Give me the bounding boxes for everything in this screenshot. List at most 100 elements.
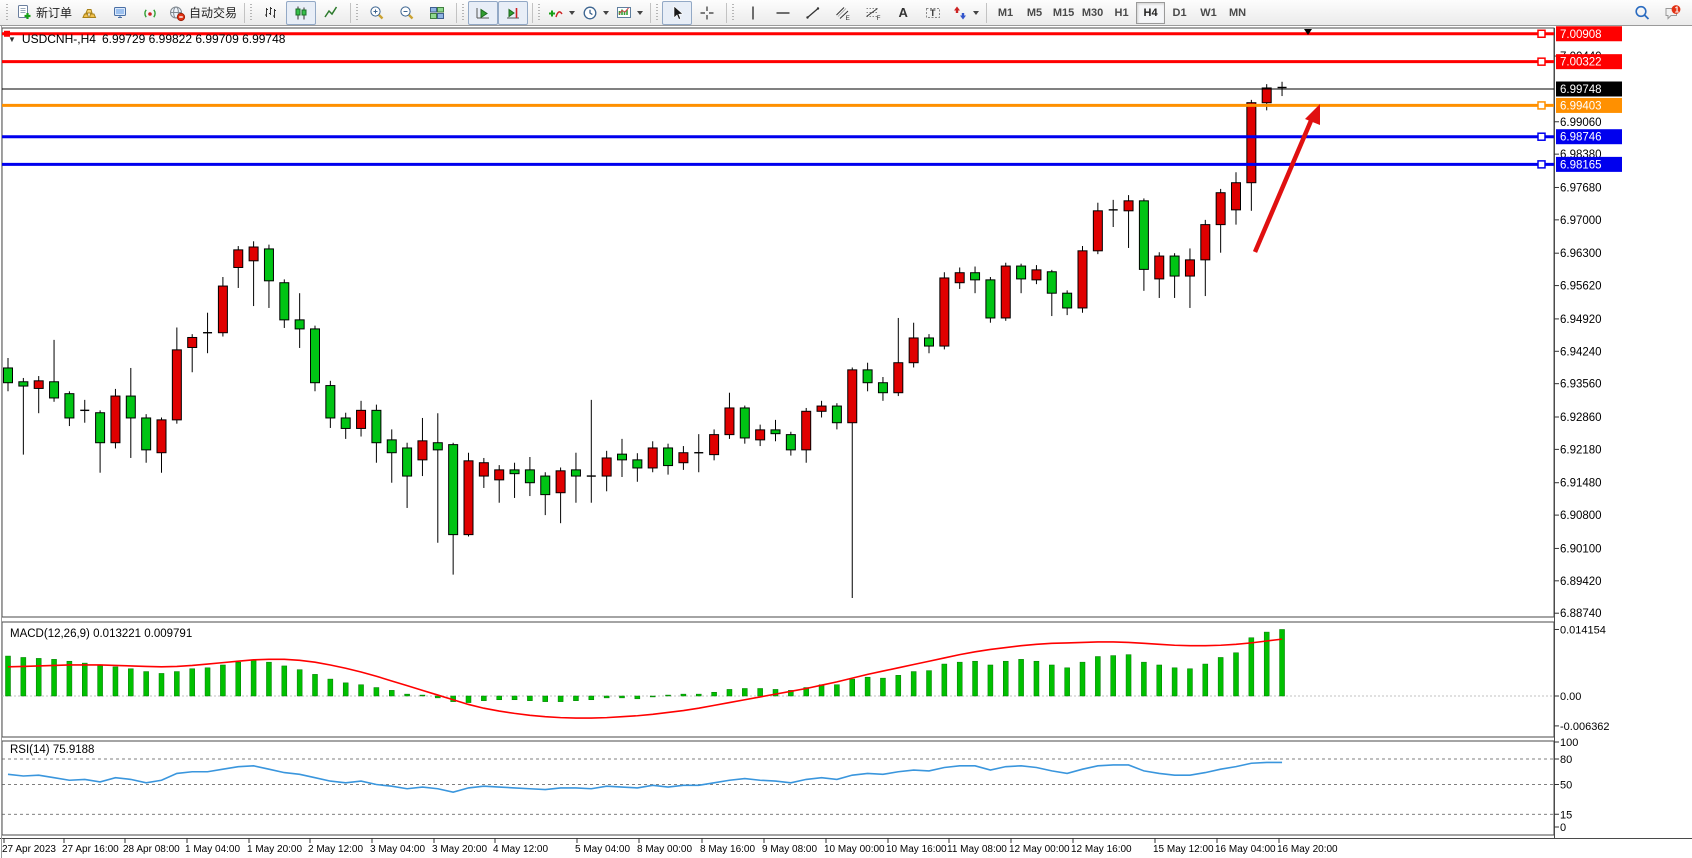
candle-body bbox=[294, 319, 305, 330]
periods-icon bbox=[581, 4, 599, 22]
timeframe-button-d1[interactable]: D1 bbox=[1172, 6, 1187, 19]
macd-histogram-bar bbox=[389, 690, 395, 697]
toolbar-button-zoom-in[interactable] bbox=[362, 1, 392, 25]
toolbar-button-auto-scroll[interactable] bbox=[468, 0, 499, 25]
toolbar-button-signal[interactable] bbox=[135, 1, 165, 25]
candle-body bbox=[1092, 210, 1103, 252]
line-handle-left[interactable] bbox=[4, 30, 10, 37]
candle-body bbox=[310, 328, 320, 384]
timeframe-button-h1[interactable]: H1 bbox=[1114, 6, 1129, 19]
timeframe-button-m30[interactable]: M30 bbox=[1081, 6, 1104, 19]
toolbar-separator bbox=[986, 2, 988, 23]
chart-canvas[interactable]: 7.004406.990606.983806.976806.970006.963… bbox=[0, 26, 1692, 858]
line-handle[interactable] bbox=[1537, 160, 1546, 169]
toolbar-button-tile-windows[interactable] bbox=[422, 1, 452, 25]
candle-body bbox=[1200, 224, 1211, 261]
toolbar-button-search[interactable] bbox=[1627, 1, 1657, 25]
toolbar-button-gold[interactable] bbox=[75, 1, 105, 25]
timeframe-button-mn[interactable]: MN bbox=[1228, 6, 1247, 19]
macd-histogram-bar bbox=[1202, 663, 1209, 697]
toolbar-button-templates[interactable] bbox=[612, 1, 646, 25]
candle-body bbox=[1246, 102, 1257, 184]
toolbar-grip bbox=[656, 3, 659, 22]
macd-histogram-bar bbox=[281, 665, 288, 697]
price-tick-label: 6.93560 bbox=[1560, 379, 1602, 391]
toolbar-separator bbox=[350, 2, 352, 23]
timeframe-button-m5[interactable]: M5 bbox=[1026, 6, 1043, 19]
svg-text:T: T bbox=[930, 8, 936, 18]
macd-histogram-bar bbox=[772, 689, 779, 697]
timeframe-button-h4[interactable]: H4 bbox=[1136, 1, 1166, 24]
rsi-axis-label: 0 bbox=[1560, 822, 1566, 834]
rsi-axis-label: 15 bbox=[1560, 809, 1572, 821]
toolbar-button-history-center[interactable] bbox=[105, 1, 135, 25]
chevron-down-icon[interactable] bbox=[603, 10, 610, 15]
macd-histogram-bar bbox=[680, 693, 687, 697]
notifications-icon: 1 bbox=[1663, 4, 1681, 22]
timeframe-button-m1[interactable]: M1 bbox=[997, 6, 1014, 19]
candle-body bbox=[1169, 255, 1180, 277]
timeframe-button-w1[interactable]: W1 bbox=[1200, 6, 1217, 19]
timeframe-button-m15[interactable]: M15 bbox=[1052, 6, 1075, 19]
candle-body bbox=[1077, 250, 1088, 309]
toolbar-button-chart-shift[interactable] bbox=[498, 0, 529, 25]
candle-body bbox=[478, 462, 489, 477]
macd-histogram-bar bbox=[220, 664, 226, 697]
toolbar-button-candlestick-mode[interactable] bbox=[286, 0, 317, 25]
toolbar-button-bar-chart-mode[interactable] bbox=[256, 1, 286, 25]
macd-histogram-bar bbox=[849, 678, 855, 697]
tile-windows-icon bbox=[428, 4, 446, 22]
toolbar-button-indicators[interactable] bbox=[544, 1, 578, 25]
macd-histogram-bar bbox=[82, 662, 88, 697]
toolbar-button-zoom-out[interactable] bbox=[392, 1, 422, 25]
macd-histogram-bar bbox=[880, 677, 886, 697]
toolbar-button-line-chart-mode[interactable] bbox=[316, 1, 346, 25]
line-handle[interactable] bbox=[1537, 57, 1546, 66]
price-tick-label: 6.90100 bbox=[1560, 543, 1602, 555]
macd-values: 0.013221 0.009791 bbox=[93, 628, 193, 640]
toolbar: 新订单 自动交易 E F A T M1 M5 M15 M30 H1 H4 D1 W1 MN 1 bbox=[0, 0, 1692, 26]
vertical-line-icon bbox=[744, 4, 762, 22]
toolbar-button-vertical-line[interactable] bbox=[738, 1, 768, 25]
toolbar-button-fibonacci[interactable]: F bbox=[858, 1, 888, 25]
time-axis-label: 1 May 20:00 bbox=[247, 844, 302, 855]
toolbar-button-arrows[interactable] bbox=[948, 1, 982, 25]
toolbar-button-new-order[interactable]: 新订单 bbox=[12, 1, 75, 25]
macd-indicator-label: MACD(12,26,9) 0.013221 0.009791 bbox=[10, 628, 192, 640]
chevron-down-icon[interactable] bbox=[637, 10, 644, 15]
price-tick-label: 6.94240 bbox=[1560, 346, 1602, 358]
toolbar-button-text-label[interactable]: T bbox=[918, 1, 948, 25]
time-axis-label: 8 May 16:00 bbox=[700, 844, 755, 855]
time-axis-label: 8 May 00:00 bbox=[637, 844, 692, 855]
line-handle[interactable] bbox=[1537, 101, 1546, 110]
toolbar-button-trendline[interactable] bbox=[798, 1, 828, 25]
macd-histogram-bar bbox=[619, 695, 625, 699]
horizontal-line-icon bbox=[774, 4, 792, 22]
candle-body bbox=[1138, 200, 1149, 270]
toolbar-button-text[interactable]: A bbox=[888, 1, 918, 25]
toolbar-button-cursor[interactable] bbox=[662, 0, 693, 25]
chevron-down-icon[interactable] bbox=[569, 10, 576, 15]
price-badge-6.98746 bbox=[1556, 129, 1622, 145]
candle-body bbox=[755, 429, 766, 441]
macd-histogram-bar bbox=[649, 695, 656, 698]
trend-arrow-annotation[interactable] bbox=[1252, 115, 1316, 253]
macd-histogram-bar bbox=[296, 669, 303, 697]
toolbar-button-horizontal-line[interactable] bbox=[768, 1, 798, 25]
toolbar-button-periods[interactable] bbox=[578, 1, 612, 25]
toolbar-button-crosshair[interactable] bbox=[692, 1, 722, 25]
macd-panel bbox=[1, 621, 1555, 738]
line-handle[interactable] bbox=[1537, 29, 1546, 39]
toolbar-button-equidistant-channel[interactable]: E bbox=[828, 1, 858, 25]
macd-histogram-bar bbox=[1049, 664, 1055, 697]
line-handle[interactable] bbox=[1537, 132, 1546, 141]
macd-histogram-bar bbox=[527, 695, 533, 701]
ohlc-values: 6.99729 6.99822 6.99709 6.99748 bbox=[101, 32, 286, 46]
macd-histogram-bar bbox=[926, 670, 932, 697]
toolbar-button-auto-trading[interactable]: 自动交易 bbox=[165, 1, 240, 25]
macd-histogram-bar bbox=[864, 676, 871, 697]
chevron-down-icon[interactable] bbox=[973, 10, 980, 15]
symbol-marker-icon[interactable]: ▼ bbox=[8, 34, 16, 44]
toolbar-button-notifications[interactable]: 1 bbox=[1657, 1, 1687, 25]
zoom-in-icon bbox=[368, 4, 386, 22]
